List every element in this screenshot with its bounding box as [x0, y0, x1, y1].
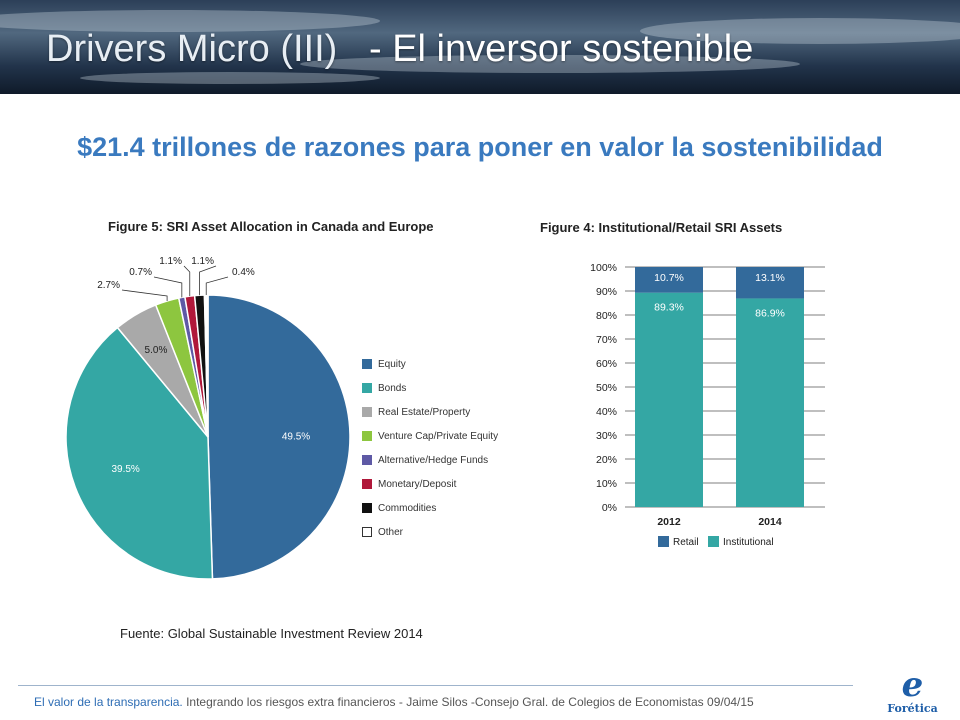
bar-legend-label-retail: Retail — [673, 537, 699, 548]
bar-label-retail: 10.7% — [654, 272, 684, 284]
bar-label-institutional: 86.9% — [755, 307, 785, 319]
title-part-2: - El inversor sostenible — [369, 28, 754, 70]
legend-swatch — [362, 503, 372, 513]
pie-legend: Equity Bonds Real Estate/Property Venture C… — [362, 352, 498, 544]
legend-item-other: Other — [362, 520, 498, 544]
legend-swatch — [362, 455, 372, 465]
logo-mark: e — [901, 665, 924, 705]
pie-leader-line — [153, 276, 183, 298]
legend-item-bonds: Bonds — [362, 376, 498, 400]
pie-slice-bonds — [65, 326, 214, 580]
foretica-logo: e Forética — [885, 668, 940, 716]
footer-divider — [18, 685, 853, 686]
y-tick-label: 20% — [596, 454, 617, 466]
pie-leader-line — [205, 276, 229, 296]
pie-data-label: 1.1% — [159, 256, 182, 267]
pie-data-label: 49.5% — [282, 432, 310, 443]
x-tick-label: 2014 — [758, 516, 782, 528]
legend-item-commodities: Commodities — [362, 496, 498, 520]
y-tick-label: 50% — [596, 382, 617, 394]
pie-data-label: 39.5% — [111, 464, 139, 475]
legend-item-real-estate-property: Real Estate/Property — [362, 400, 498, 424]
legend-swatch — [362, 431, 372, 441]
legend-swatch — [362, 407, 372, 417]
legend-label: Alternative/Hedge Funds — [378, 454, 489, 466]
y-tick-label: 70% — [596, 334, 617, 346]
bar-legend-swatch-institutional — [708, 536, 719, 547]
legend-label: Equity — [378, 358, 406, 370]
title-part-1: Drivers Micro (III) — [46, 28, 338, 70]
pie-leader-line — [199, 265, 217, 296]
pie-chart: 49.5% 39.5% 5.0% 2.7% 0.7% 1.1% 1.1% 0.4% — [65, 256, 351, 580]
pie-data-label: 0.4% — [232, 267, 255, 278]
legend-label: Commodities — [378, 502, 437, 514]
footer-part-1: El valor de la transparencia. — [34, 695, 183, 709]
pie-slice-equity — [207, 294, 351, 580]
legend-label: Venture Cap/Private Equity — [378, 430, 499, 442]
legend-swatch — [362, 479, 372, 489]
bar-retail-2014 — [736, 267, 804, 299]
footer-part-2: Integrando los riesgos extra financieros — [182, 695, 396, 709]
pie-leader-line — [183, 265, 191, 297]
stacked-bar-chart: 0% 10% 20% 30% 40% 50% 60% 70% 80% 90% 100% 10.7% 89… — [590, 262, 825, 548]
bar-institutional-2014 — [736, 298, 804, 507]
page-title: Drivers Micro (III) - El inversor sosten… — [46, 28, 753, 71]
legend-item-equity: Equity — [362, 352, 498, 376]
pie-data-label: 5.0% — [145, 345, 168, 356]
bar-legend-label-institutional: Institutional — [723, 537, 774, 548]
bar-retail-2012 — [635, 267, 703, 293]
y-tick-label: 90% — [596, 286, 617, 298]
slide-subtitle: $21.4 trillones de razones para poner en… — [77, 132, 883, 162]
bar-label-retail: 13.1% — [755, 272, 785, 284]
bar-chart-title: Figure 4: Institutional/Retail SRI Asset… — [540, 220, 783, 235]
legend-item-alternative-hedge-funds: Alternative/Hedge Funds — [362, 448, 498, 472]
pie-leader-line — [121, 289, 168, 302]
pie-data-label: 0.7% — [129, 267, 152, 278]
header-banner: Drivers Micro (III) - El inversor sosten… — [0, 0, 960, 94]
bar-label-institutional: 89.3% — [654, 302, 684, 314]
legend-label: Other — [378, 526, 404, 538]
y-tick-label: 0% — [602, 502, 617, 514]
legend-label: Bonds — [378, 382, 407, 394]
legend-swatch — [362, 359, 372, 369]
bar-institutional-2012 — [635, 292, 703, 507]
footer-part-3: - Jaime Silos -Consejo Gral. de Colegios… — [395, 695, 754, 709]
pie-chart-title: Figure 5: SRI Asset Allocation in Canada… — [108, 219, 434, 234]
bar-legend-swatch-retail — [658, 536, 669, 547]
legend-item-monetary-deposit: Monetary/Deposit — [362, 472, 498, 496]
legend-label: Real Estate/Property — [378, 406, 471, 418]
pie-data-label: 2.7% — [97, 280, 120, 291]
legend-swatch — [362, 527, 372, 537]
y-tick-label: 100% — [590, 262, 617, 274]
footer-text: El valor de la transparencia. Integrando… — [34, 695, 754, 709]
y-tick-label: 10% — [596, 478, 617, 490]
logo-name: Forética — [887, 702, 938, 715]
y-tick-label: 80% — [596, 310, 617, 322]
source-note: Fuente: Global Sustainable Investment Re… — [120, 626, 423, 641]
pie-data-label: 1.1% — [191, 256, 214, 267]
legend-label: Monetary/Deposit — [378, 478, 457, 490]
legend-item-venture-cap-private-equity: Venture Cap/Private Equity — [362, 424, 498, 448]
y-tick-label: 30% — [596, 430, 617, 442]
x-tick-label: 2012 — [657, 516, 681, 528]
y-tick-label: 40% — [596, 406, 617, 418]
legend-swatch — [362, 383, 372, 393]
y-tick-label: 60% — [596, 358, 617, 370]
